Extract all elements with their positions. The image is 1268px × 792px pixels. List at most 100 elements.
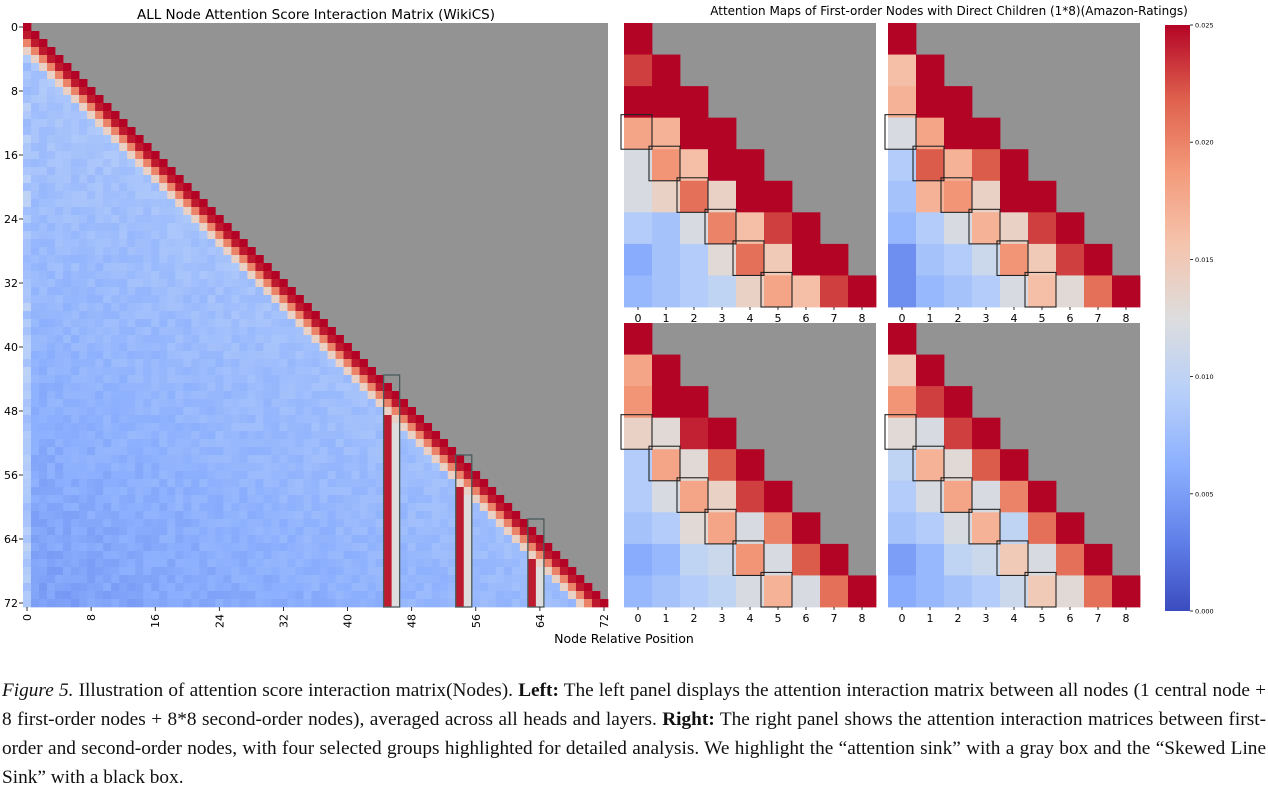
- heatmap-cell: [63, 143, 72, 152]
- heatmap-cell: [79, 255, 88, 264]
- skewed-line-sink-box: [996, 240, 1029, 276]
- heatmap-cell: [135, 303, 144, 312]
- heatmap-cell: [183, 311, 192, 320]
- heatmap-cell: [495, 551, 505, 560]
- heatmap-cell: [23, 543, 32, 552]
- heatmap-cell: [263, 535, 272, 544]
- heatmap-cell: [71, 591, 80, 600]
- heatmap-cell: [119, 295, 128, 304]
- heatmap-cell: [39, 543, 48, 552]
- x-tick-label: 4: [1011, 312, 1018, 325]
- heatmap-cell: [175, 511, 184, 520]
- heatmap-cell: [79, 575, 88, 584]
- caption-left-text: The left panel displays the attention in…: [2, 680, 1266, 730]
- heatmap-cell: [63, 319, 72, 328]
- heatmap-cell: [63, 167, 72, 176]
- heatmap-cell: [79, 239, 88, 248]
- heatmap-cell: [495, 495, 505, 504]
- heatmap-cell: [311, 455, 320, 464]
- heatmap-cell: [287, 487, 296, 496]
- heatmap-cell: [263, 447, 272, 456]
- heatmap-cell: [207, 447, 216, 456]
- heatmap-cell: [79, 111, 88, 120]
- heatmap-cell: [680, 243, 709, 276]
- heatmap-cell: [207, 407, 216, 416]
- heatmap-cell: [87, 119, 96, 128]
- heatmap-cell: [23, 71, 32, 80]
- heatmap-cell: [55, 79, 64, 88]
- heatmap-cell: [127, 399, 136, 408]
- heatmap-cell: [972, 512, 1001, 545]
- heatmap-cell: [87, 567, 96, 576]
- heatmap-cell: [143, 399, 152, 408]
- heatmap-cell: [151, 199, 160, 208]
- heatmap-cell: [559, 559, 569, 568]
- heatmap-cell: [551, 583, 561, 592]
- heatmap-cell: [95, 335, 104, 344]
- heatmap-cell: [351, 495, 360, 504]
- heatmap-cell: [199, 455, 208, 464]
- skewed-line-sink-box: [760, 571, 793, 608]
- heatmap-cell: [31, 527, 40, 536]
- heatmap-cell: [183, 207, 192, 216]
- heatmap-cell: [31, 535, 40, 544]
- heatmap-cell: [247, 519, 256, 528]
- heatmap-cell: [471, 567, 481, 576]
- x-tick-label: 0: [21, 614, 34, 621]
- heatmap-cell: [143, 471, 152, 480]
- heatmap-cell: [311, 551, 320, 560]
- heatmap-cell: [119, 143, 128, 152]
- heatmap-cell: [399, 551, 408, 560]
- heatmap-cell: [295, 551, 304, 560]
- heatmap-cell: [23, 479, 32, 488]
- heatmap-cell: [151, 407, 160, 416]
- heatmap-cell: [135, 559, 144, 568]
- heatmap-cell: [239, 351, 248, 360]
- heatmap-cell: [1056, 543, 1085, 576]
- heatmap-cell: [71, 199, 80, 208]
- heatmap-cell: [31, 175, 40, 184]
- heatmap-cell: [199, 327, 208, 336]
- heatmap-cell: [367, 391, 376, 400]
- heatmap-cell: [359, 463, 368, 472]
- heatmap-cell: [680, 480, 709, 513]
- heatmap-cell: [319, 399, 328, 408]
- heatmap-cell: [247, 455, 256, 464]
- heatmap-cell: [239, 271, 248, 280]
- heatmap-cell: [391, 471, 400, 480]
- heatmap-cell: [239, 415, 248, 424]
- heatmap-cell: [231, 391, 240, 400]
- heatmap-cell: [95, 191, 104, 200]
- heatmap-cell: [511, 543, 521, 552]
- heatmap-cell: [63, 503, 72, 512]
- heatmap-cell: [335, 599, 344, 608]
- heatmap-cell: [423, 583, 433, 592]
- heatmap-cell: [175, 207, 184, 216]
- heatmap-cell: [135, 415, 144, 424]
- heatmap-cell: [159, 463, 168, 472]
- attention-sink-box: [455, 454, 473, 608]
- heatmap-cell: [47, 295, 56, 304]
- heatmap-cell: [199, 207, 208, 216]
- heatmap-cell: [487, 535, 497, 544]
- heatmap-cell: [71, 455, 80, 464]
- heatmap-cell: [207, 551, 216, 560]
- heatmap-cell: [311, 407, 320, 416]
- heatmap-cell: [143, 231, 152, 240]
- heatmap-cell: [47, 383, 56, 392]
- heatmap-cell: [303, 455, 312, 464]
- heatmap-cell: [624, 480, 653, 513]
- heatmap-cell: [31, 199, 40, 208]
- heatmap-cell: [23, 383, 32, 392]
- heatmap-cell: [591, 591, 601, 600]
- heatmap-cell: [367, 431, 376, 440]
- heatmap-cell: [183, 495, 192, 504]
- heatmap-cell: [55, 455, 64, 464]
- heatmap-cell: [327, 375, 336, 384]
- heatmap-cell: [1000, 243, 1029, 276]
- heatmap-cell: [127, 223, 136, 232]
- heatmap-cell: [111, 159, 120, 168]
- heatmap-cell: [47, 367, 56, 376]
- heatmap-cell: [407, 543, 417, 552]
